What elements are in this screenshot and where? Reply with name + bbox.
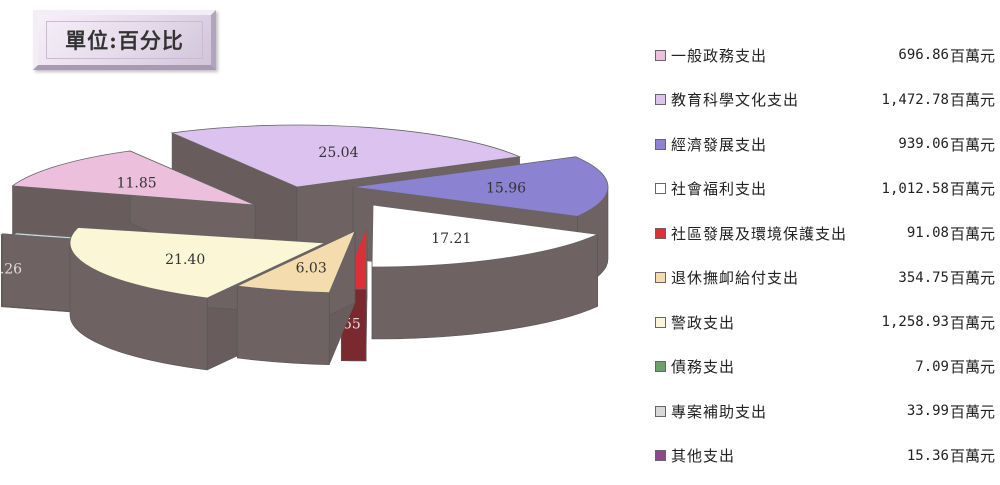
- legend-amount: 33.99: [906, 403, 949, 419]
- legend-label: 教育科學文化支出: [671, 91, 800, 109]
- legend-value: 15.36 百萬元: [907, 441, 995, 471]
- legend-value: 1,472.78 百萬元: [882, 85, 995, 115]
- unit-label: 單位:百分比: [46, 21, 203, 59]
- pie-slice: 17.21: [371, 204, 600, 340]
- legend-value: 696.86 百萬元: [898, 40, 995, 70]
- legend-value: 1,258.93 百萬元: [882, 307, 995, 337]
- legend-amount: 1,012.58: [881, 180, 949, 197]
- legend-unit: 百萬元: [949, 269, 995, 287]
- pie-data-label: 17.21: [431, 231, 471, 247]
- legend-item: 教育科學文化支出 1,472.78 百萬元: [655, 85, 1000, 115]
- pie-data-label: 15.96: [486, 181, 526, 197]
- legend-unit: 百萬元: [949, 447, 995, 465]
- legend-unit: 百萬元: [949, 358, 995, 376]
- legend-item: 社會福利支出 1,012.58 百萬元: [655, 174, 1000, 204]
- pie-slice-top: [371, 204, 600, 268]
- legend-value: 354.75 百萬元: [898, 263, 995, 293]
- legend-swatch: [655, 272, 666, 283]
- legend-unit: 百萬元: [949, 91, 995, 109]
- legend-unit: 百萬元: [949, 180, 995, 198]
- legend-label: 專案補助支出: [671, 402, 768, 421]
- legend-label: 警政支出: [671, 313, 736, 332]
- legend-unit: 百萬元: [949, 46, 995, 65]
- pie-data-label: 0.26: [0, 261, 22, 277]
- legend-swatch: [655, 49, 666, 61]
- legend-unit: 百萬元: [949, 313, 995, 332]
- legend-label: 社區發展及環境保護支出: [671, 224, 848, 243]
- pie-slice-top: [352, 156, 609, 217]
- legend-item: 退休撫卹給付支出 354.75 百萬元: [655, 263, 1000, 293]
- legend-amount: 15.36: [906, 447, 949, 464]
- pie-slice-top: [170, 124, 522, 188]
- legend-unit: 百萬元: [949, 224, 995, 243]
- legend-value: 1,012.58 百萬元: [882, 174, 995, 204]
- legend-swatch: [655, 227, 666, 239]
- legend-item: 專案補助支出 33.99 百萬元: [655, 396, 1000, 426]
- legend-value: 91.08 百萬元: [907, 218, 995, 248]
- legend-label: 一般政務支出: [671, 46, 768, 65]
- legend-item: 經濟發展支出 939.06 百萬元: [655, 129, 1000, 159]
- legend-swatch: [655, 316, 666, 328]
- legend-amount: 354.75: [898, 269, 949, 286]
- legend-amount: 1,258.93: [881, 314, 949, 330]
- unit-label-box: 單位:百分比: [33, 10, 216, 70]
- legend-label: 其他支出: [671, 447, 736, 465]
- pie-data-label: 25.04: [318, 145, 358, 161]
- legend-swatch: [655, 405, 666, 417]
- legend-swatch: [655, 183, 666, 194]
- legend-value: 33.99 百萬元: [907, 396, 995, 426]
- pie-slice-top: [11, 150, 256, 206]
- legend-swatch: [655, 450, 666, 461]
- pie-slice: 6.03: [235, 230, 356, 365]
- legend-swatch: [655, 138, 666, 150]
- legend-item: 其他支出 15.36 百萬元: [655, 441, 1000, 471]
- legend-item: 一般政務支出 696.86 百萬元: [655, 40, 1000, 70]
- legend-unit: 百萬元: [949, 402, 995, 421]
- legend-swatch: [655, 361, 666, 372]
- legend-amount: 91.08: [906, 225, 949, 241]
- legend-swatch: [655, 94, 666, 105]
- legend-value: 7.09 百萬元: [915, 352, 995, 382]
- pie-slice-top: [69, 227, 326, 299]
- pie-data-label: 11.85: [117, 175, 157, 191]
- legend-amount: 939.06: [898, 136, 949, 152]
- legend-item: 債務支出 7.09 百萬元: [655, 352, 1000, 382]
- legend-label: 退休撫卹給付支出: [671, 269, 800, 287]
- pie-slice-outer-wall: [236, 285, 330, 365]
- legend-amount: 696.86: [898, 47, 949, 63]
- legend-value: 939.06 百萬元: [898, 129, 995, 159]
- legend-item: 社區發展及環境保護支出 91.08 百萬元: [655, 218, 1000, 248]
- legend-unit: 百萬元: [949, 135, 995, 154]
- pie-slice-top: [235, 230, 356, 294]
- legend: 一般政務支出 696.86 百萬元 教育科學文化支出 1,472.78 百萬元 經濟…: [655, 40, 1000, 485]
- legend-label: 債務支出: [671, 358, 736, 376]
- legend-amount: 1,472.78: [881, 91, 949, 108]
- legend-label: 經濟發展支出: [671, 135, 768, 154]
- pie-data-label: 6.03: [296, 261, 327, 277]
- legend-label: 社會福利支出: [671, 180, 768, 198]
- legend-amount: 7.09: [915, 358, 949, 375]
- pie-chart-3d: 25.0411.8515.960.120.580.2617.2121.401.5…: [0, 124, 609, 371]
- pie-data-label: 21.40: [165, 252, 205, 268]
- legend-item: 警政支出 1,258.93 百萬元: [655, 307, 1000, 337]
